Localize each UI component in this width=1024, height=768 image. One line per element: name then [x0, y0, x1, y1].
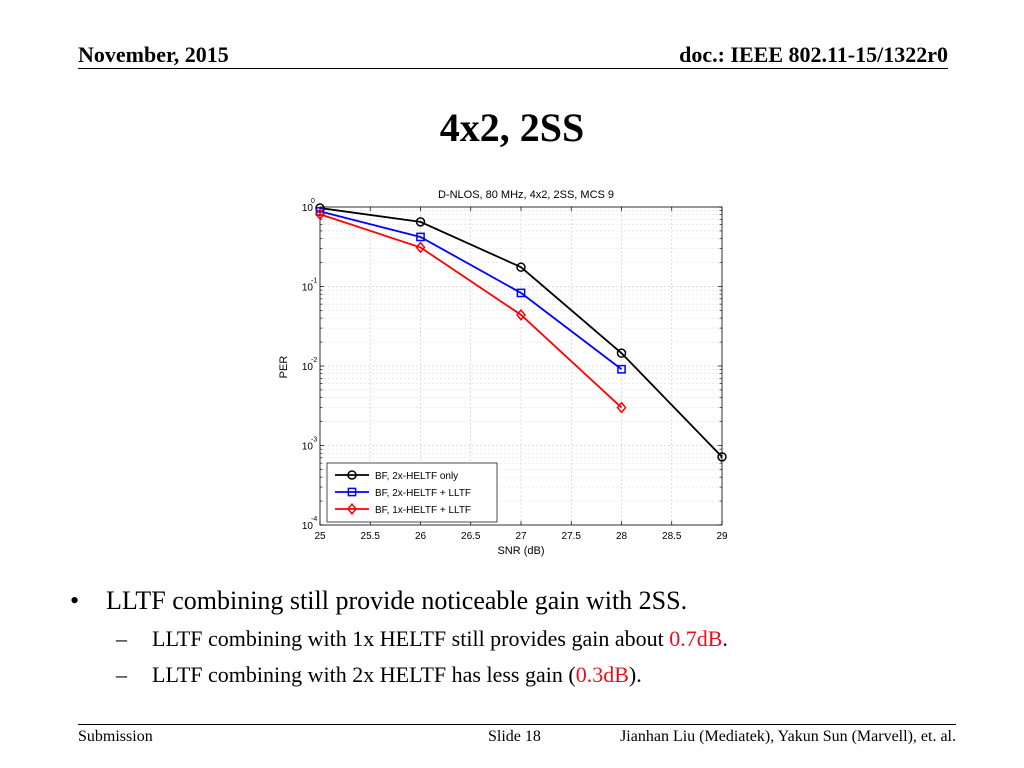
x-tick-label: 26.5 — [461, 531, 481, 542]
circle-marker — [516, 262, 526, 272]
legend-item-1: BF, 2x-HELTF only — [335, 470, 458, 482]
x-tick-label: 28.5 — [662, 531, 682, 542]
circle-marker — [717, 452, 727, 462]
y-axis-label: PER — [278, 356, 290, 379]
legend-label: BF, 2x-HELTF + LLTF — [375, 488, 471, 499]
x-axis-label: SNR (dB) — [497, 545, 544, 557]
square-marker — [416, 232, 425, 242]
slide-title: 4x2, 2SS — [439, 105, 585, 150]
x-tick-label: 25.5 — [361, 531, 381, 542]
x-tick-label: 27.5 — [562, 531, 582, 542]
footer-authors: Jianhan Liu (Mediatek), Yakun Sun (Marve… — [620, 728, 956, 745]
header-date: November, 2015 — [78, 42, 229, 67]
bullet-sub-1-highlight: 0.7dB — [669, 626, 723, 651]
square-marker — [516, 288, 526, 298]
y-tick-label-exp: 0 — [311, 198, 315, 205]
bullet-main-text: LLTF combining still provide noticeable … — [106, 586, 688, 615]
series-line — [319, 207, 723, 458]
bullet-sub-1-text: LLTF combining with 1x HELTF still provi… — [152, 626, 670, 651]
y-tick-label-base: 10 — [302, 442, 314, 453]
header-divider — [78, 68, 948, 69]
square-marker — [617, 364, 626, 374]
bullet-sub-2-end: ). — [628, 662, 642, 687]
footer-submission: Submission — [78, 728, 153, 745]
diamond-marker — [616, 401, 627, 414]
bullet-sub-2-text: LLTF combining with 2x HELTF has less ga… — [152, 662, 576, 687]
x-tick-label: 29 — [716, 531, 728, 542]
series-line — [319, 210, 623, 370]
footer-divider — [78, 724, 956, 725]
diamond-marker — [415, 241, 426, 254]
circle-marker — [616, 348, 627, 358]
x-tick-label: 27 — [515, 531, 527, 542]
circle-marker — [347, 470, 357, 480]
axis-ticks: 25 25.5 26 26.5 27 27.5 28 28.5 2910010-110-210-… — [302, 198, 728, 542]
series-2 — [315, 207, 626, 374]
bullet-dot: • — [70, 586, 80, 615]
bullet-sub-1-end: . — [722, 626, 728, 651]
diamond-marker — [315, 208, 325, 221]
y-tick-label-exp: -3 — [311, 437, 317, 444]
legend-label: BF, 1x-HELTF + LLTF — [375, 505, 471, 516]
series-line — [319, 213, 623, 409]
series-layer — [315, 203, 727, 462]
bullet-dash: – — [116, 626, 127, 651]
series-1 — [315, 203, 727, 462]
chart-title: D-NLOS, 80 MHz, 4x2, 2SS, MCS 9 — [438, 189, 614, 201]
square-marker — [347, 487, 357, 497]
diamond-marker — [516, 308, 526, 321]
chart-legend: BF, 2x-HELTF only BF, 2x-HELTF + LLTF BF, … — [326, 462, 498, 523]
y-tick-label-exp: -1 — [311, 278, 317, 285]
y-tick-label-base: 10 — [302, 203, 314, 214]
y-tick-label-base: 10 — [302, 362, 314, 373]
x-tick-label: 26 — [415, 531, 427, 542]
x-tick-label: 25 — [314, 531, 326, 542]
y-tick-label-base: 10 — [302, 521, 314, 532]
y-tick-label-base: 10 — [302, 283, 314, 294]
circle-marker — [415, 217, 426, 227]
bullet-dash: – — [116, 662, 127, 687]
header-doc-id: doc.: IEEE 802.11-15/1322r0 — [679, 42, 948, 67]
y-tick-label-exp: -2 — [311, 357, 317, 364]
series-3 — [315, 208, 627, 414]
x-tick-label: 28 — [616, 531, 628, 542]
legend-item-3: BF, 1x-HELTF + LLTF — [335, 503, 471, 516]
bullet-sub-2-highlight: 0.3dB — [575, 662, 629, 687]
legend-label: BF, 2x-HELTF only — [375, 471, 458, 482]
footer-slide-number: Slide 18 — [488, 728, 541, 745]
diamond-marker — [347, 503, 357, 515]
legend-item-2: BF, 2x-HELTF + LLTF — [335, 487, 471, 499]
y-tick-label-exp: -4 — [311, 516, 317, 523]
